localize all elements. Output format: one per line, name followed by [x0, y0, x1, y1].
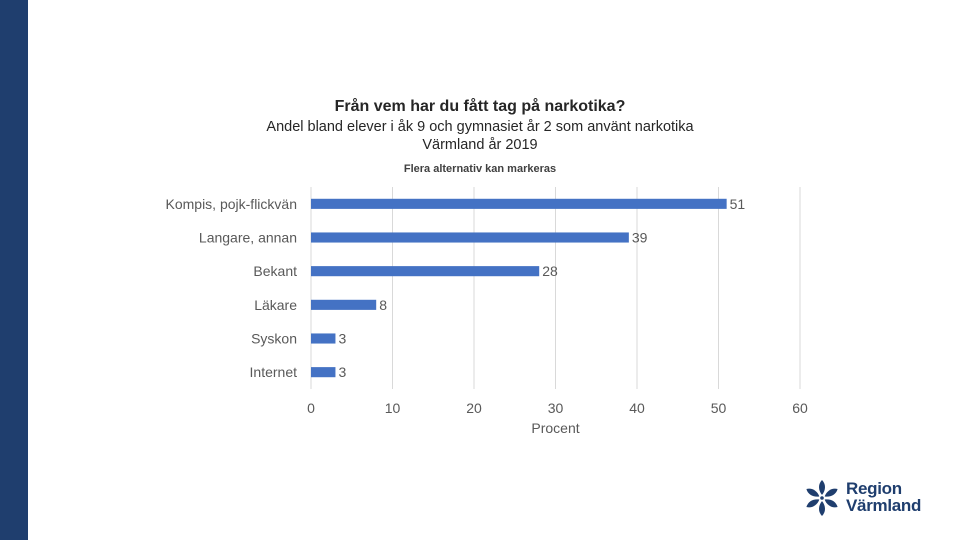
- x-tick-label: 0: [307, 400, 315, 416]
- category-label: Bekant: [253, 263, 297, 279]
- x-tick-label: 20: [466, 400, 482, 416]
- chart-title: Från vem har du fått tag på narkotika?: [334, 98, 626, 115]
- bar: [311, 333, 336, 344]
- x-tick-label: 40: [629, 400, 645, 416]
- chart-titles: Från vem har du fått tag på narkotika? A…: [130, 96, 830, 176]
- x-tick-label: 60: [792, 400, 808, 416]
- logo-line1: Region: [846, 479, 902, 498]
- snowflake-flower-icon: [806, 480, 838, 516]
- category-label: Internet: [250, 364, 298, 380]
- logo-text: Region Värmland: [846, 480, 921, 514]
- x-axis-label: Procent: [531, 420, 579, 436]
- x-tick-label: 30: [548, 400, 564, 416]
- x-tick-label: 10: [385, 400, 401, 416]
- region-varmland-logo: Region Värmland: [800, 476, 940, 520]
- data-label: 28: [542, 263, 558, 279]
- logo-line2: Värmland: [846, 496, 922, 515]
- category-label: Läkare: [254, 297, 297, 313]
- bar: [311, 367, 336, 378]
- chart-note: Flera alternativ kan markeras: [403, 163, 557, 175]
- chart-subtitle-line1: Andel bland elever i åk 9 och gymnasiet …: [266, 119, 694, 135]
- bar: [311, 299, 377, 310]
- category-label: Kompis, pojk-flickvän: [166, 196, 298, 212]
- x-tick-label: 50: [711, 400, 727, 416]
- side-band: [0, 0, 28, 540]
- bar: [311, 232, 629, 243]
- data-label: 3: [338, 364, 346, 380]
- bar: [311, 198, 727, 209]
- bar: [311, 266, 540, 277]
- data-label: 3: [338, 331, 346, 347]
- data-label: 8: [379, 297, 387, 313]
- data-label: 39: [632, 230, 648, 246]
- data-label: 51: [730, 196, 746, 212]
- category-label: Langare, annan: [199, 230, 297, 246]
- chart-subtitle-line2: Värmland år 2019: [422, 137, 538, 153]
- category-label: Syskon: [251, 331, 297, 347]
